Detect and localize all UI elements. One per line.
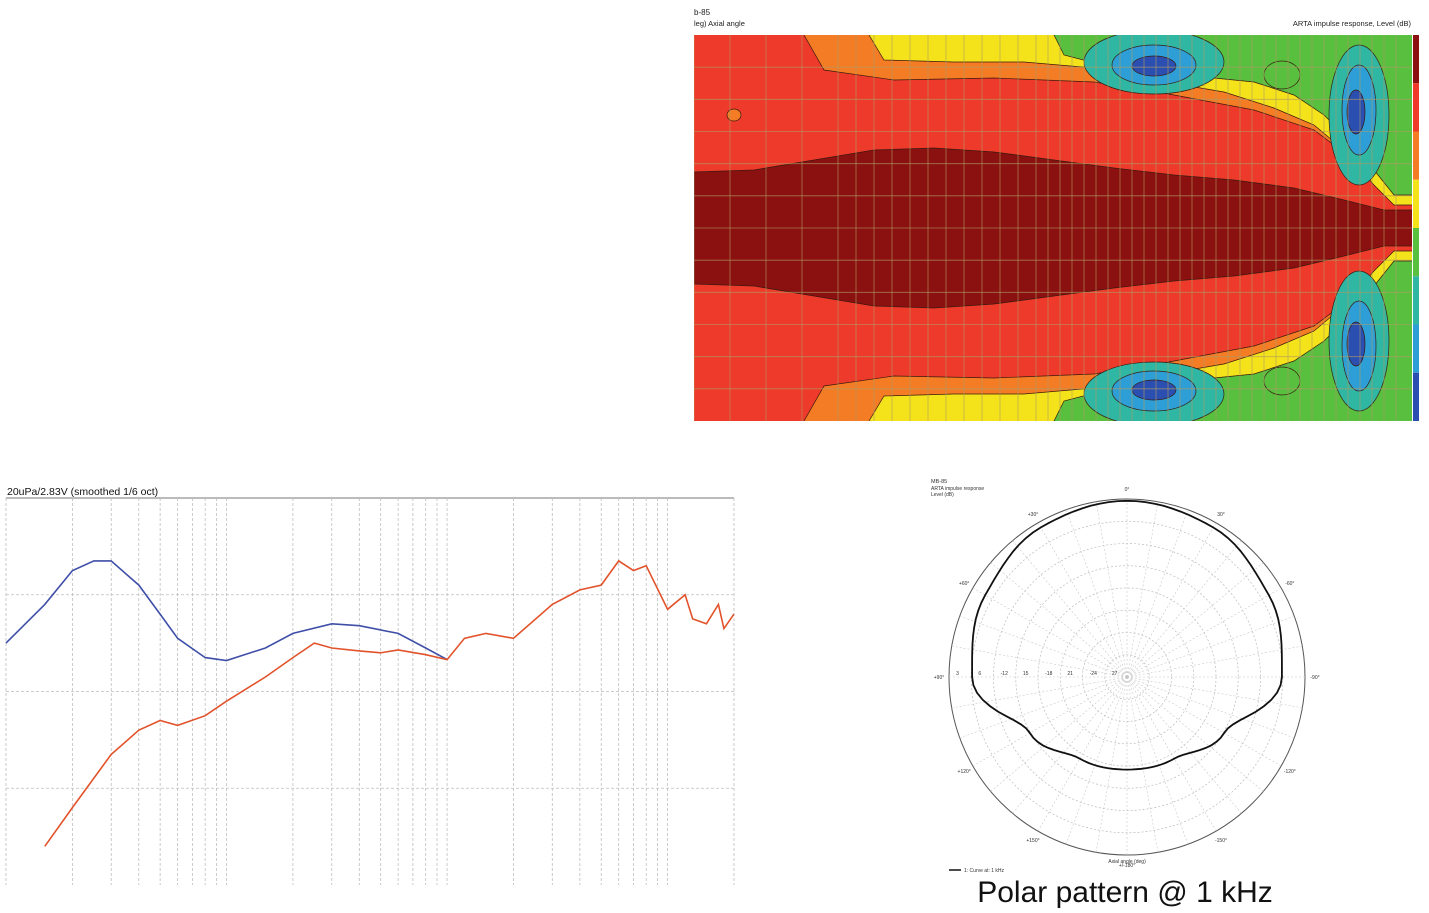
polar-spoke xyxy=(1037,676,1128,832)
contour-blue-top xyxy=(1131,55,1177,77)
polar-r-label: -12 xyxy=(1001,671,1008,677)
polar-caption: Polar pattern @ 1 kHz xyxy=(977,876,1273,909)
polar-spoke xyxy=(972,587,1128,678)
polar-axis-title: Axial angle (deg) xyxy=(1108,859,1146,865)
polar-header-line2: Level (dB) xyxy=(931,492,954,498)
polar-spoke xyxy=(1065,676,1128,845)
polar-angle-label: +30° xyxy=(1028,512,1038,518)
polar-spoke xyxy=(1126,676,1295,739)
contour-scale-darkred xyxy=(1413,35,1419,84)
polar-ring xyxy=(1015,565,1239,789)
polar-spoke xyxy=(951,645,1128,678)
contour-scale-orange xyxy=(1413,131,1419,180)
frequency-response-chart: 20uPa/2.83V (smoothed 1/6 oct) xyxy=(5,486,735,885)
contour-blue-bottom xyxy=(1131,379,1177,401)
polar-spoke xyxy=(1126,676,1264,792)
polar-angle-label: 30° xyxy=(1217,512,1225,518)
contour-plot-area xyxy=(694,35,1412,421)
polar-r-label: -18 xyxy=(1045,671,1052,677)
polar-angle-label: -90° xyxy=(1310,675,1319,681)
polar-r-label: 3 xyxy=(956,671,959,677)
polar-spoke xyxy=(951,676,1128,709)
polar-spoke xyxy=(1126,676,1282,767)
freq-series-blue xyxy=(5,560,448,662)
frequency-response-panel: 20uPa/2.83V (smoothed 1/6 oct) xyxy=(0,480,740,890)
polar-spoke xyxy=(1126,676,1189,845)
polar-spoke xyxy=(1037,522,1128,678)
contour-blue-right-top xyxy=(1346,89,1366,135)
polar-spoke xyxy=(972,676,1128,767)
contour-scale-yellow xyxy=(1413,179,1419,228)
contour-green-spot-bottom xyxy=(1263,366,1301,396)
polar-r-label: 15 xyxy=(1023,671,1029,677)
freq-title: 20uPa/2.83V (smoothed 1/6 oct) xyxy=(7,486,158,498)
directivity-contour-chart: b-85 leg) Axial angle ARTA impulse respo… xyxy=(694,8,1419,421)
polar-pattern-panel: MB-85 ARTA impulse response Level (dB) 3… xyxy=(915,472,1335,882)
polar-spoke xyxy=(1126,615,1295,678)
polar-spoke xyxy=(1095,501,1128,678)
polar-r-label: 27 xyxy=(1112,671,1118,677)
polar-spoke xyxy=(1126,540,1242,678)
polar-ring xyxy=(1104,654,1150,700)
polar-angle-label: +60° xyxy=(959,581,969,587)
polar-spoke xyxy=(1126,509,1189,678)
polar-legend: 1: Curve at: 1 kHz xyxy=(964,868,1005,874)
polar-angle-label: +150° xyxy=(1026,838,1039,844)
polar-angle-label: -120° xyxy=(1284,769,1296,775)
contour-green-spot-top xyxy=(1263,60,1301,90)
polar-header-line1: ARTA impulse response xyxy=(931,486,984,492)
polar-angle-label: +120° xyxy=(958,769,971,775)
polar-angle-label: +/-180° xyxy=(1119,863,1135,869)
contour-orange-spot-top xyxy=(726,108,742,122)
contour-scale-cyan xyxy=(1413,324,1419,373)
polar-spoke xyxy=(1126,676,1217,832)
polar-spoke xyxy=(1126,676,1159,853)
polar-spoke xyxy=(1126,645,1303,678)
freq-series-orange xyxy=(44,559,735,847)
polar-spoke xyxy=(1012,676,1128,814)
polar-angle-label: +90° xyxy=(934,675,944,681)
contour-axis-label: leg) Axial angle xyxy=(694,19,745,28)
contour-scale-green xyxy=(1413,228,1419,277)
contour-model-label: b-85 xyxy=(694,8,711,17)
polar-angle-label: -60° xyxy=(1285,581,1294,587)
polar-curve-1khz xyxy=(971,499,1283,771)
polar-spoke xyxy=(1095,676,1128,853)
polar-header-model: MB-85 xyxy=(931,479,947,485)
polar-angle-label: -150° xyxy=(1215,838,1227,844)
polar-ring xyxy=(1059,609,1195,745)
polar-pattern-chart: MB-85 ARTA impulse response Level (dB) 3… xyxy=(931,479,1320,874)
polar-spoke xyxy=(1126,522,1217,678)
polar-spoke xyxy=(959,615,1128,678)
contour-scale-blue xyxy=(1413,372,1419,421)
polar-spoke xyxy=(990,562,1128,678)
polar-spoke xyxy=(1126,676,1242,814)
contour-scale-teal xyxy=(1413,276,1419,325)
contour-blue-right-bottom xyxy=(1346,321,1366,367)
polar-spoke xyxy=(990,676,1128,792)
polar-spoke xyxy=(1065,509,1128,678)
contour-title: ARTA impulse response, Level (dB) xyxy=(1293,19,1412,28)
polar-spoke xyxy=(1126,587,1282,678)
polar-spoke xyxy=(1012,540,1128,678)
directivity-contour-panel: b-85 leg) Axial angle ARTA impulse respo… xyxy=(693,0,1429,425)
polar-r-label: -24 xyxy=(1090,671,1097,677)
polar-spoke xyxy=(1126,501,1159,678)
polar-angle-label: 0° xyxy=(1125,487,1130,493)
polar-spoke xyxy=(1126,562,1264,678)
polar-r-label: 6 xyxy=(978,671,981,677)
polar-spoke xyxy=(1126,676,1303,709)
polar-r-label: 21 xyxy=(1067,671,1073,677)
polar-spoke xyxy=(959,676,1128,739)
contour-scale-red xyxy=(1413,83,1419,132)
